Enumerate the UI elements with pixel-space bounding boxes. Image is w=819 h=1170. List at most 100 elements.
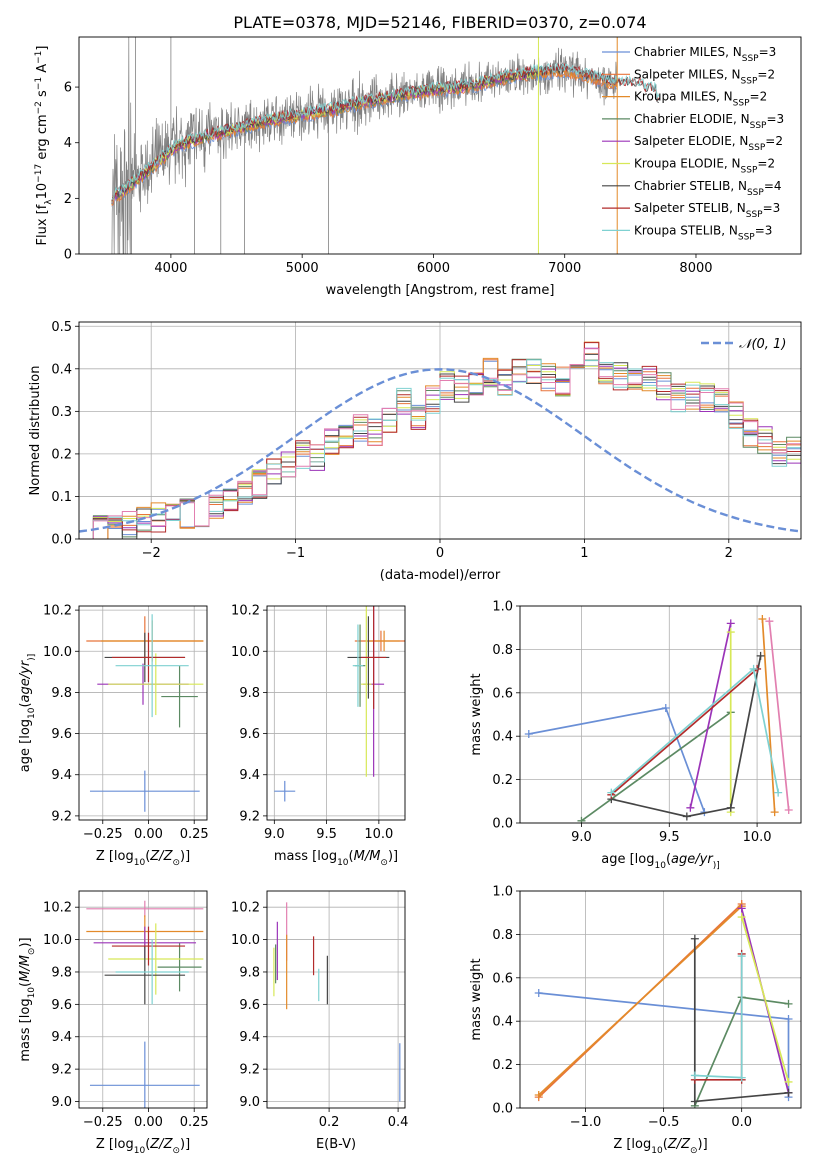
y-axis-label-text: age [log10(age/yr)] [18,654,37,772]
model-chabrier-stelib [111,64,660,202]
legend-entry: Chabrier ELODIE, NSSP=3 [634,112,784,131]
tick-label-x: 9.5 [659,830,680,845]
gridlines [267,891,405,1108]
axes-frame [78,605,208,821]
axes-frame [78,890,208,1109]
errorbar-point [361,606,372,777]
tick-label-y: 9.4 [51,768,72,783]
errorbar-point [361,606,387,709]
tick-label-y: 9.2 [239,1063,260,1078]
series-marker [756,651,765,660]
series-line [740,916,790,1083]
tick-label-x: 10.0 [743,830,772,845]
series-marker [765,617,774,626]
axes-frame [78,36,802,255]
series-marker [577,816,586,823]
tick-label-y: 9.8 [239,686,260,701]
tick-label-y: 0.0 [51,533,72,548]
tick-label-y: 0.5 [51,320,72,335]
tick-label-x: 6000 [417,261,450,276]
tick-label-y: 0 [64,248,72,263]
series-line [689,623,732,808]
y-axis-label-text: mass [log10(M/M⊙)] [18,937,37,1061]
series-kroupa-miles [534,902,746,1099]
series-chabrier-stelib [607,651,765,821]
series-marker [737,913,746,922]
series-marker [784,999,793,1008]
tick-label-y: 1.0 [492,600,513,615]
legend-entry: Kroupa STELIB, NSSP=3 [634,223,772,242]
y-axis-label: age [log10(age/yr)] [18,654,37,772]
x-axis-label: Z [log10(Z/Z⊙)] [96,1137,190,1156]
series-marker [784,1077,793,1086]
tick-label-y: 9.8 [51,686,72,701]
tick-label-y: 10.0 [231,933,260,948]
tick-label-y: 9.2 [51,1063,72,1078]
y-axis-label-text: Flux [fλ10−17 erg cm−2 s−1 A−1] [34,46,54,246]
tick-label-y: 0.6 [492,971,513,986]
tick-label-y: 9.0 [51,1095,72,1110]
series-chabrier-stelib [690,934,793,1106]
tick-label-x: −2 [142,546,161,561]
histogram-pink [79,348,801,539]
tick-label-y: 4 [64,136,72,151]
tick-label-y: 0.1 [51,490,72,505]
errorbar-point [108,923,204,995]
tick-label-x: −0.5 [648,1115,680,1130]
series-pink [765,617,793,814]
series-marker [607,788,616,797]
series-line [761,618,776,813]
gridlines [79,891,207,1108]
series-line [610,668,758,796]
tick-label-y: 9.4 [51,1030,72,1045]
gridlines [520,605,801,824]
series-marker [661,703,670,712]
y-axis-label: mass [log10(M/M⊙)] [18,937,37,1061]
tick-label-x: −1 [286,546,305,561]
x-axis-label: age [log10(age/yr)] [601,852,719,871]
error-bars [86,614,204,812]
tick-label-x: 7000 [548,261,581,276]
normal-curve [79,368,801,533]
tick-label-y: 9.2 [239,809,260,824]
series-marker [524,730,533,739]
tick-label-y: 0.2 [492,773,513,788]
tick-label-y: 9.6 [51,727,72,742]
series-marker [784,805,793,814]
axes-frame [519,890,802,1109]
x-axis-label: mass [log10(M/M⊙)] [274,849,398,868]
tick-label-x: 10.0 [364,827,393,842]
spectrum-data [111,37,660,254]
series-line [768,621,790,811]
series-marker [534,988,543,997]
panel-massweight-vs-age: 9.0 9.5 10.0 0.0 0.2 0.4 0.6 0.8 1.0 age [log10(a… [469,600,802,871]
panel-spectrum: 4000 5000 6000 7000 8000 0 2 4 6 wavelength [Angs… [34,36,802,298]
histogram-salpeter-miles [79,353,801,539]
series-chabrier-miles [534,988,793,1102]
legend-entry: Chabrier STELIB, NSSP=4 [634,179,782,198]
series-line [694,953,743,1081]
tick-label-y: 0.0 [492,817,513,832]
tick-label-y: 9.6 [239,998,260,1013]
tick-label-x: −0.25 [83,1115,123,1130]
legend-entry: 𝒩(0, 1) [739,337,786,352]
panel-massweight-vs-Z: −1.0 −0.5 0.0 0.0 0.2 0.4 0.6 0.8 1.0 Z [log10(Z/… [469,885,802,1156]
series-kroupa-stelib [607,664,783,797]
series-lines [534,900,793,1108]
series-marker [784,1015,793,1024]
tick-label-y: 2 [64,192,72,207]
tick-label-y: 0.6 [492,686,513,701]
series-chabrier-elodie [577,708,735,823]
gridlines [79,322,801,540]
panel-residuals: −2 −1 0 1 2 0.0 0.1 0.2 0.3 0.4 0.5 (data-model)/er… [28,320,802,583]
legend-entry: Kroupa MILES, NSSP=2 [634,90,767,109]
tick-label-y: 9.4 [239,768,260,783]
series-line [538,905,743,1096]
series-marker [686,803,695,812]
tick-label-y: 0.0 [492,1102,513,1117]
tick-label-y: 0.8 [492,928,513,943]
tick-label-y: 10.2 [231,901,260,916]
x-axis-label: E(B-V) [316,1137,356,1152]
tick-label-y: 10.2 [231,604,260,619]
tick-label-x: 0 [436,546,444,561]
